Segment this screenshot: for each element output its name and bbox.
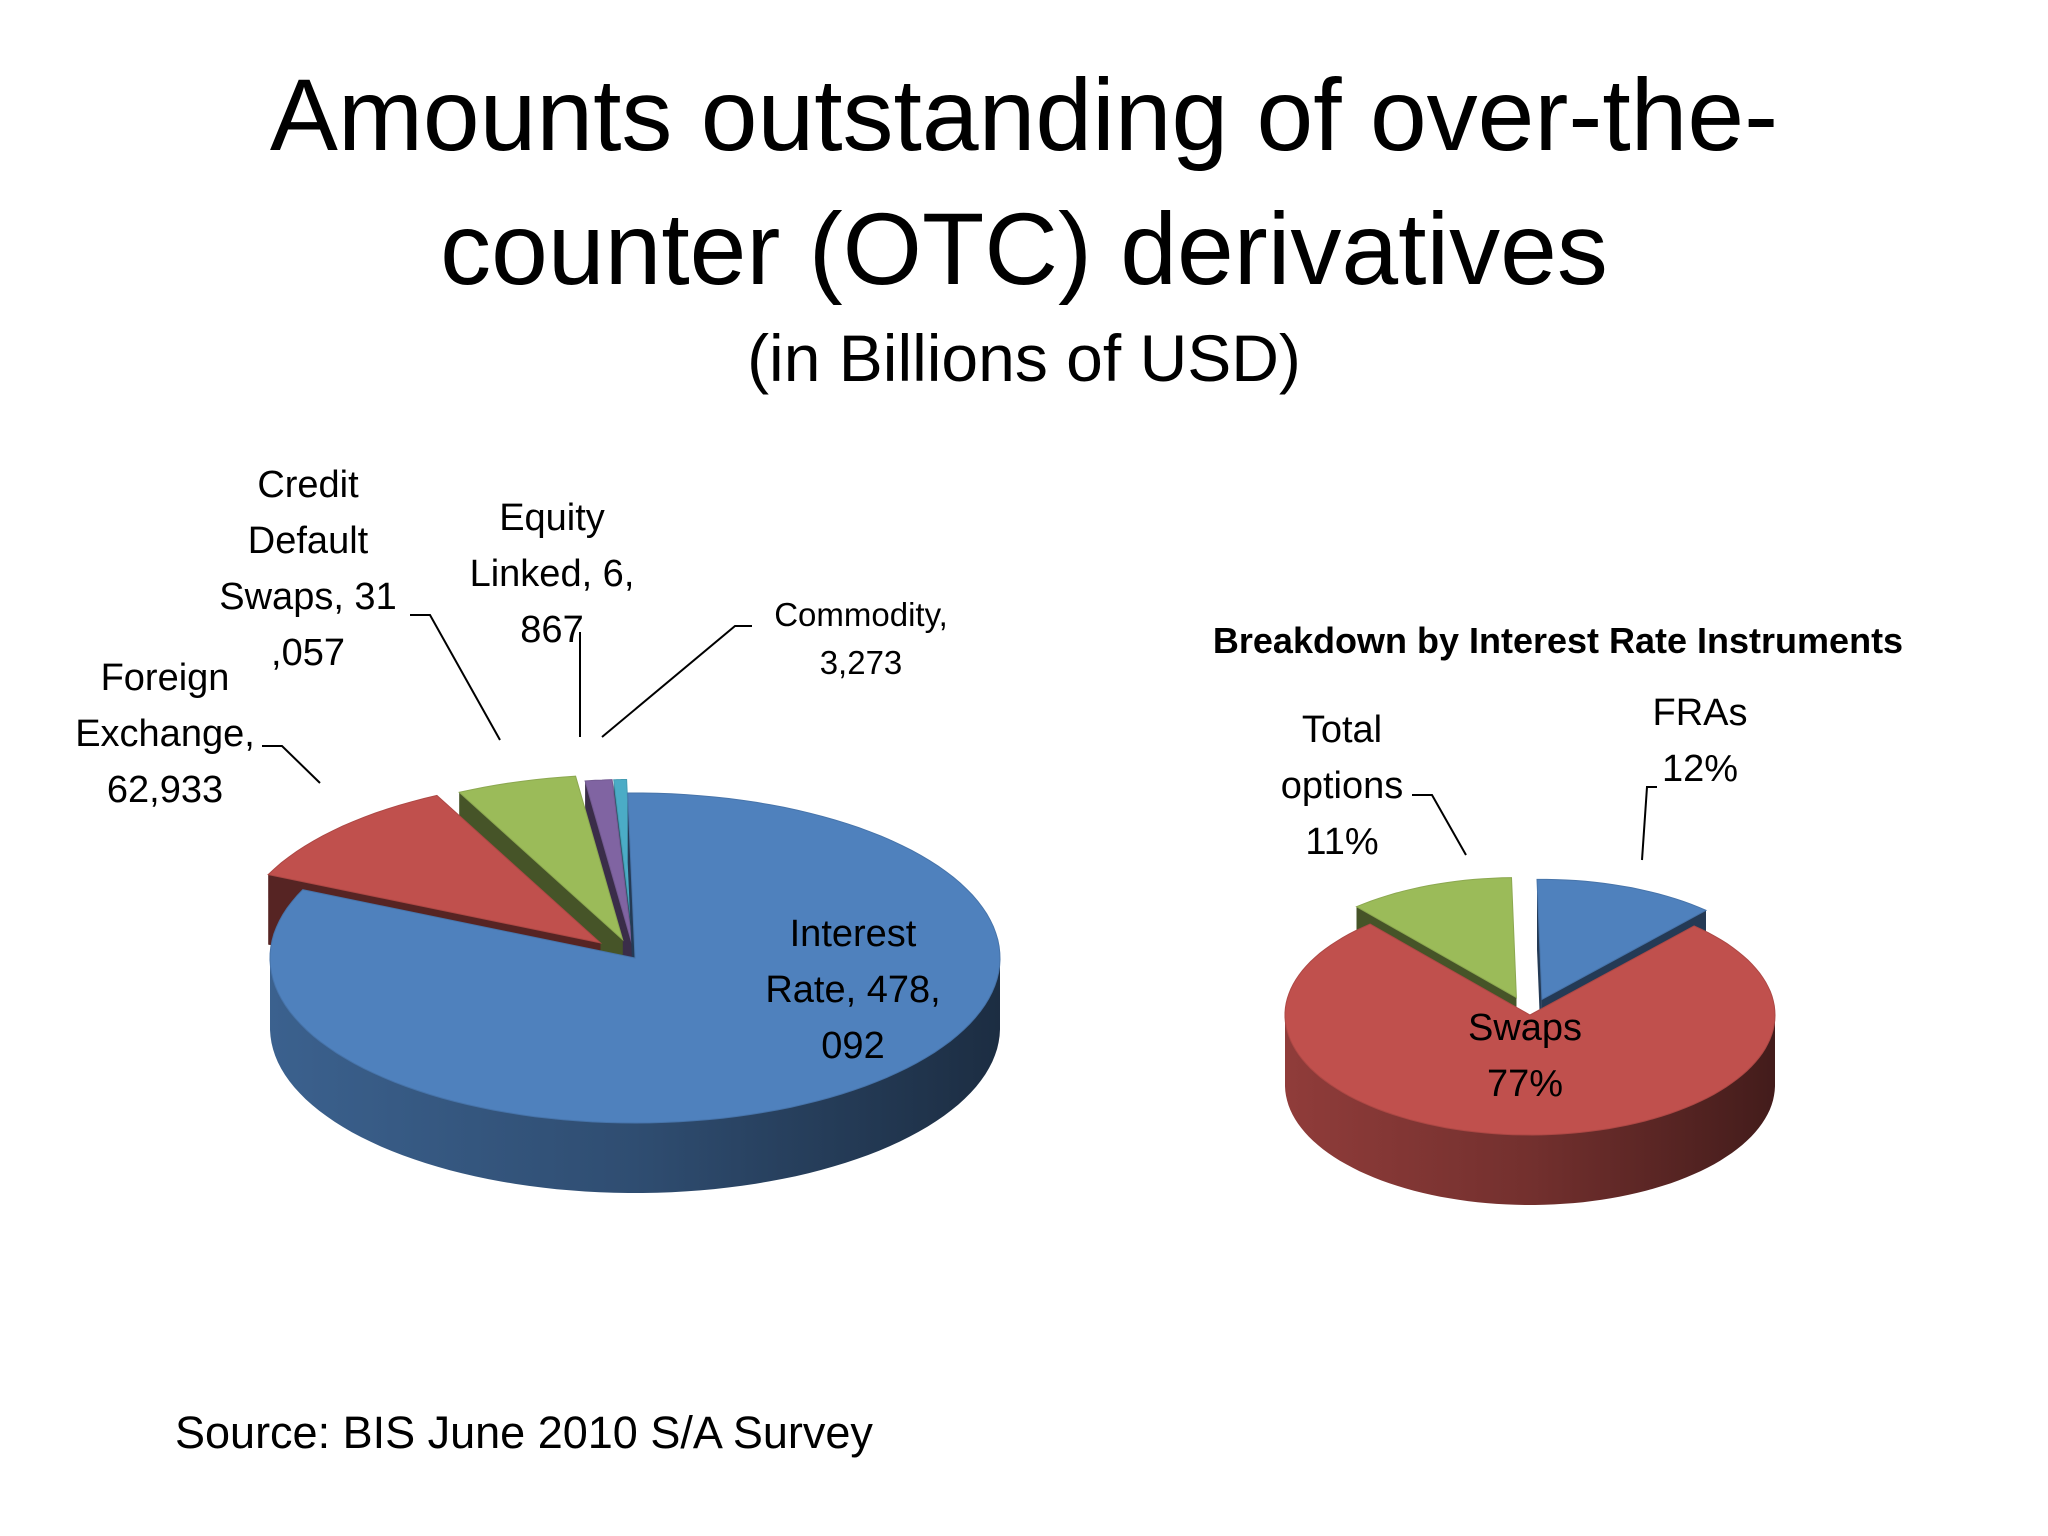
source-note: Source: BIS June 2010 S/A Survey: [175, 1407, 873, 1458]
data-label-line: Equity: [499, 497, 605, 539]
pie1-label-interest-rate: Interest Rate, 478, 092: [765, 913, 940, 1067]
slide-title-line2: counter (OTC) derivatives: [440, 192, 1608, 306]
data-label-line: FRAs: [1653, 692, 1748, 734]
slide-title: Amounts outstanding of over-the- counter…: [0, 48, 2048, 316]
data-label-line: options: [1281, 765, 1404, 807]
pie1-slice-interest-rate: [269, 792, 1001, 1193]
data-label-line: Rate, 478,: [765, 969, 940, 1011]
data-label-line: Commodity,: [774, 596, 948, 633]
data-label-line: 77%: [1487, 1063, 1563, 1105]
data-label-line: 11%: [1305, 821, 1378, 863]
pie1-label-commodity: Commodity, 3,273: [601, 596, 948, 738]
slice-top: [458, 775, 624, 942]
leader-line: [1412, 794, 1467, 856]
leader-line: [262, 745, 321, 784]
data-label-line: Swaps, 31: [219, 576, 396, 618]
leader-line: [601, 625, 752, 738]
data-label-line: ,057: [271, 632, 345, 674]
pie2-label-swaps: Swaps 77%: [1468, 1007, 1582, 1105]
slice-outer-wall: [1285, 1016, 1775, 1205]
data-label-line: Credit: [257, 464, 359, 506]
slice-top: [1355, 877, 1517, 999]
slice-top: [613, 779, 635, 945]
otc-pie-chart: Interest Rate, 478, 092 Foreign Exchange, 62,…: [75, 464, 1001, 1193]
data-label-line: Linked, 6,: [470, 553, 635, 595]
data-label-line: Swaps: [1468, 1007, 1582, 1049]
slice-outer-wall: [270, 959, 1000, 1193]
slice-top: [1536, 878, 1708, 1001]
pie1-label-credit-default-swaps: Credit Default Swaps, 31 ,057: [219, 464, 501, 741]
data-label-line: Total: [1302, 709, 1382, 751]
slice-top: [1284, 923, 1776, 1136]
data-label-line: 62,933: [107, 769, 223, 811]
slice-top: [269, 792, 1001, 1124]
pie2-slice-swaps: [1284, 923, 1776, 1205]
slide-title-line1: Amounts outstanding of over-the-: [269, 58, 1779, 172]
data-label-line: Interest: [790, 913, 917, 955]
data-label-line: 092: [821, 1025, 884, 1067]
data-label-line: 12%: [1662, 748, 1738, 790]
data-label-line: 3,273: [820, 644, 903, 681]
pie1-label-equity-linked: Equity Linked, 6, 867: [470, 497, 635, 737]
pie2-label-total-options: Total options 11%: [1281, 709, 1467, 863]
slice-top: [267, 794, 603, 944]
pie2-title: Breakdown by Interest Rate Instruments: [1213, 620, 1903, 661]
data-label-line: Exchange,: [75, 713, 255, 755]
pie2-label-fras: FRAs 12%: [1641, 692, 1748, 861]
interest-rate-pie-chart: Breakdown by Interest Rate Instruments FR…: [1213, 620, 1903, 1205]
leader-line: [1641, 786, 1657, 861]
data-label-line: Foreign: [101, 657, 230, 699]
pie1-label-foreign-exchange: Foreign Exchange, 62,933: [75, 657, 321, 811]
slide-subtitle: (in Billions of USD): [747, 321, 1301, 395]
leader-line: [410, 614, 501, 741]
slice-top: [584, 779, 633, 945]
data-label-line: 867: [520, 609, 583, 651]
data-label-line: Default: [248, 520, 369, 562]
